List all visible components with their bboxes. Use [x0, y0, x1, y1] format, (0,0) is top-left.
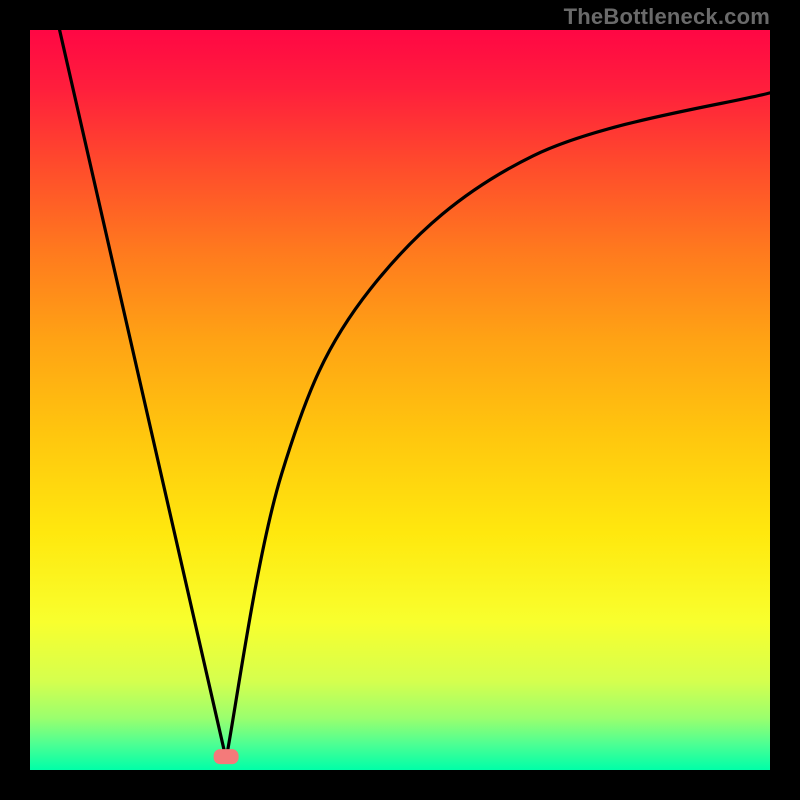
gradient-background: [30, 30, 770, 770]
chart-container: TheBottleneck.com: [0, 0, 800, 800]
curve-minimum-marker: [214, 750, 238, 764]
plot-area: [30, 30, 770, 770]
watermark-text: TheBottleneck.com: [564, 4, 770, 30]
chart-svg: [30, 30, 770, 770]
